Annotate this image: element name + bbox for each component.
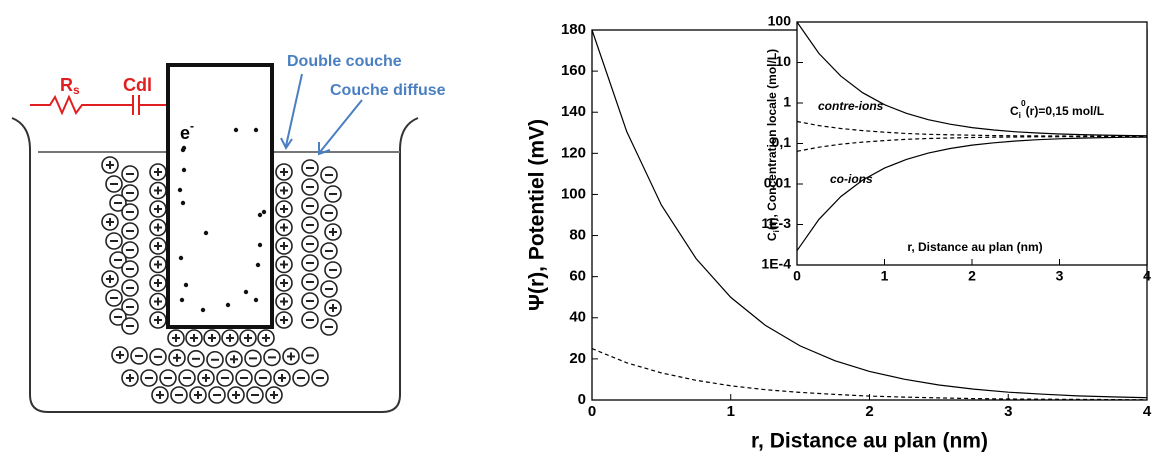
- diffuse-layer-label: Couche diffuse: [330, 82, 446, 99]
- y-axis-label: Ci(r), Concentration locale (mol/L): [765, 49, 781, 241]
- text-sub: i: [1019, 110, 1021, 120]
- electron-sup: -: [190, 119, 194, 133]
- y-tick-label: 0,01: [764, 175, 791, 191]
- electrode: [166, 63, 274, 329]
- annotation: Ci0(r)=0,15 mol/L: [1010, 98, 1104, 120]
- arrow-head: [280, 137, 293, 150]
- electron: [183, 282, 189, 288]
- data-line: [796, 135, 1148, 152]
- data-line: [796, 120, 1148, 137]
- y-tick-label: 0: [578, 391, 586, 408]
- beaker: [11, 117, 419, 413]
- electron: [233, 127, 239, 133]
- electron: [257, 242, 263, 248]
- electron: [180, 147, 186, 153]
- x-tick-label: 2: [968, 268, 976, 284]
- y-tick-label: 140: [561, 103, 586, 120]
- x-tick-label: 3: [1004, 403, 1012, 420]
- resistor: [30, 94, 132, 116]
- electron: [261, 209, 267, 215]
- x-axis-label: r, Distance au plan (nm): [907, 240, 1042, 254]
- electron: [181, 167, 187, 173]
- electron: [203, 230, 209, 236]
- x-tick-label: 0: [588, 403, 596, 420]
- electron: [253, 127, 259, 133]
- x-tick-label: 1: [727, 403, 735, 420]
- x-tick-label: 1: [881, 268, 889, 284]
- x-axis-label: r, Distance au plan (nm): [751, 430, 988, 453]
- text-rest: (r), Concentration locale (mol/L): [765, 49, 779, 230]
- data-line: [796, 21, 1148, 137]
- y-tick-label: 120: [561, 144, 586, 161]
- data-line: [591, 29, 1148, 399]
- y-tick-label: 100: [768, 13, 792, 29]
- text-rest: (r)=0,15 mol/L: [1026, 104, 1104, 118]
- electron: [225, 302, 231, 308]
- y-axis-label: Ψ(r), Potentiel (mV): [526, 119, 549, 311]
- data-line: [591, 348, 1148, 401]
- data-line: [796, 136, 1148, 252]
- electron-label: e-: [180, 119, 194, 143]
- plot-frame: [796, 21, 1148, 266]
- x-tick-label: 0: [793, 268, 801, 284]
- y-tick-label: 100: [561, 185, 586, 202]
- electron-base: e: [180, 123, 190, 143]
- text-base: C: [1010, 104, 1019, 118]
- y-tick-label: 1E-3: [761, 215, 791, 231]
- electron: [253, 297, 259, 303]
- text-sub: i: [771, 230, 781, 232]
- y-tick-label: 10: [775, 53, 791, 69]
- electron: [200, 307, 206, 313]
- y-tick-label: 80: [569, 227, 586, 244]
- y-tick-label: 180: [561, 21, 586, 38]
- text-base: C: [765, 232, 779, 241]
- electron: [178, 255, 184, 261]
- electron: [177, 187, 183, 193]
- arrow: [285, 73, 303, 147]
- y-tick-label: 1: [783, 94, 791, 110]
- arrow: [319, 99, 363, 153]
- annotation: co-ions: [830, 172, 873, 186]
- text-sup: 0: [1021, 98, 1026, 108]
- diagram: Rs Cdl Double couche Couche diffuse e-: [11, 53, 446, 413]
- electron: [255, 262, 261, 268]
- y-tick-label: 20: [569, 350, 586, 367]
- double-layer-label: Double couche: [287, 53, 402, 70]
- y-tick-label: 60: [569, 268, 586, 285]
- annotation: contre-ions: [818, 99, 884, 113]
- x-tick-label: 2: [865, 403, 873, 420]
- cdl-label: Cdl: [123, 75, 152, 95]
- y-tick-label: 40: [569, 309, 586, 326]
- y-tick-label: 160: [561, 62, 586, 79]
- y-tick-label: 1E-4: [761, 256, 791, 272]
- x-tick-label: 4: [1143, 403, 1152, 420]
- y-tick-label: 0,1: [772, 134, 792, 150]
- rs-label: Rs: [60, 75, 80, 97]
- x-tick-label: 4: [1143, 268, 1151, 284]
- rs-sub: s: [73, 83, 80, 97]
- arrow-head: [318, 142, 331, 156]
- electron: [257, 212, 263, 218]
- electron: [179, 297, 185, 303]
- electron: [243, 289, 249, 295]
- rs-base: R: [60, 75, 73, 95]
- electron: [180, 200, 186, 206]
- x-tick-label: 3: [1056, 268, 1064, 284]
